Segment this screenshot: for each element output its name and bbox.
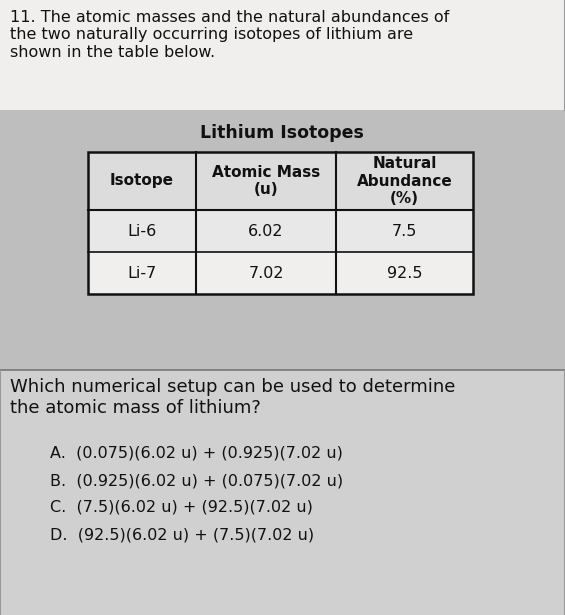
Bar [88, 152, 473, 294]
Text: Lithium Isotopes: Lithium Isotopes [200, 124, 364, 142]
Bar [88, 152, 473, 210]
Text: Li-7: Li-7 [127, 266, 157, 280]
Text: Li-6: Li-6 [127, 223, 157, 239]
Text: Isotope: Isotope [110, 173, 174, 189]
Text: 92.5: 92.5 [387, 266, 422, 280]
Bar [0, 370, 565, 615]
Bar [88, 252, 473, 294]
Text: Natural
Abundance
(%): Natural Abundance (%) [357, 156, 453, 206]
Text: A.  (0.075)(6.02 u) + (0.925)(7.02 u): A. (0.075)(6.02 u) + (0.925)(7.02 u) [50, 446, 343, 461]
Text: 11. The atomic masses and the natural abundances of
the two naturally occurring : 11. The atomic masses and the natural ab… [10, 10, 449, 60]
Bar [0, 0, 565, 110]
Text: B.  (0.925)(6.02 u) + (0.075)(7.02 u): B. (0.925)(6.02 u) + (0.075)(7.02 u) [50, 473, 343, 488]
Text: 7.5: 7.5 [392, 223, 417, 239]
Text: D.  (92.5)(6.02 u) + (7.5)(7.02 u): D. (92.5)(6.02 u) + (7.5)(7.02 u) [50, 527, 314, 542]
Text: 6.02: 6.02 [248, 223, 284, 239]
Text: Which numerical setup can be used to determine
the atomic mass of lithium?: Which numerical setup can be used to det… [10, 378, 455, 417]
Bar [88, 152, 473, 294]
Bar [0, 110, 565, 370]
Text: 7.02: 7.02 [248, 266, 284, 280]
Text: C.  (7.5)(6.02 u) + (92.5)(7.02 u): C. (7.5)(6.02 u) + (92.5)(7.02 u) [50, 500, 313, 515]
Text: Atomic Mass
(u): Atomic Mass (u) [212, 165, 320, 197]
Bar [88, 210, 473, 252]
